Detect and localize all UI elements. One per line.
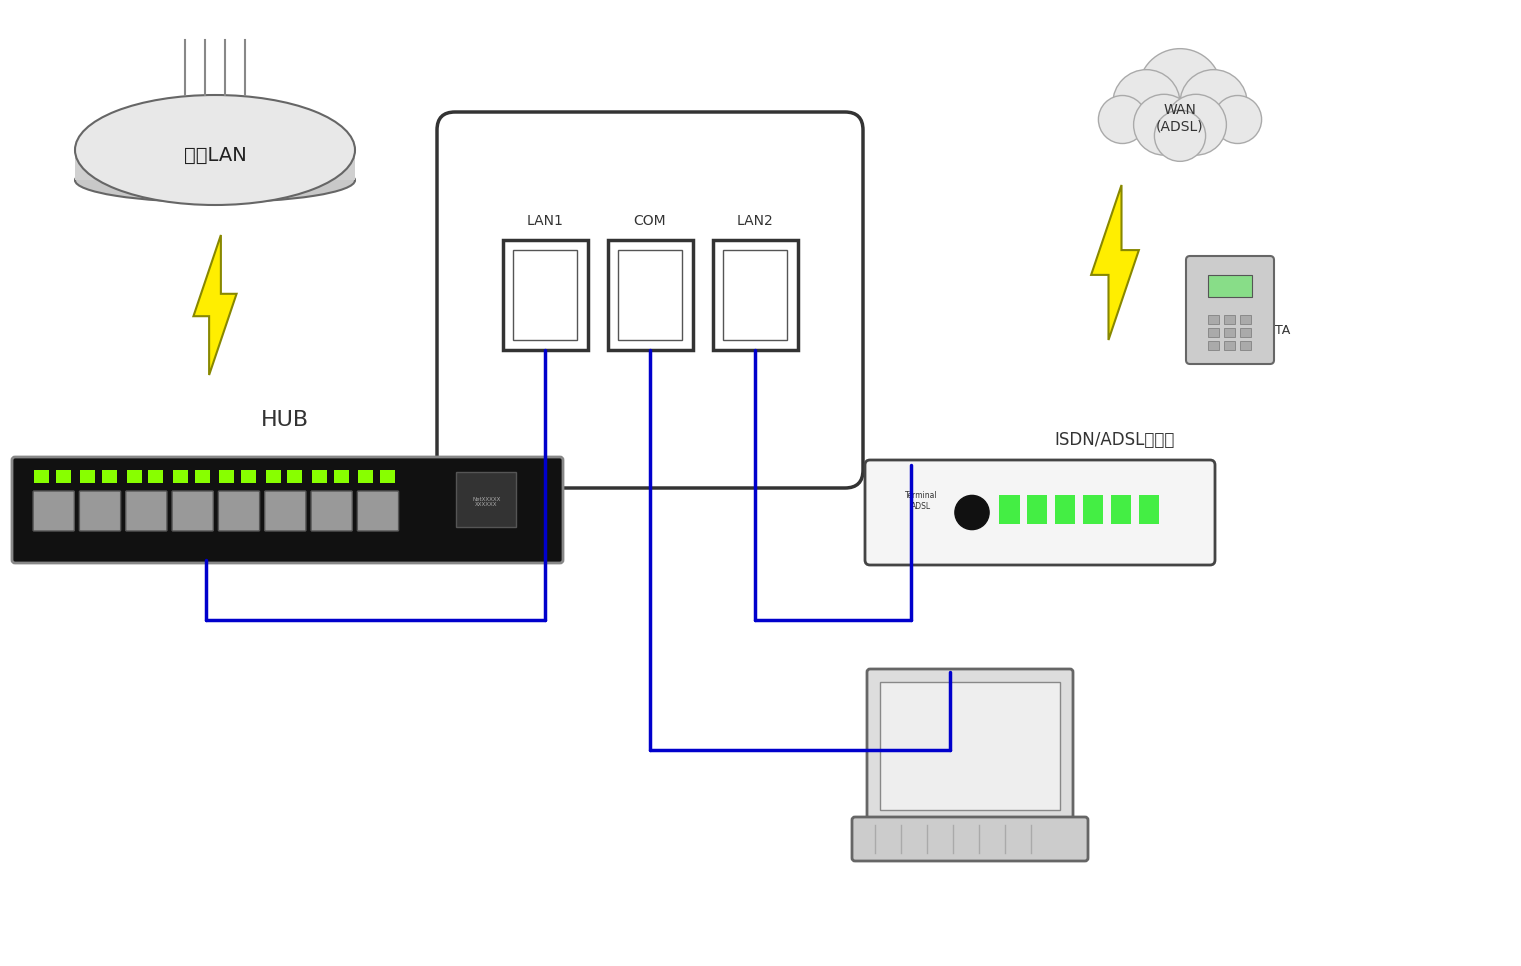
Bar [1056, 496, 1075, 524]
Ellipse shape [75, 95, 354, 205]
Circle shape [1138, 48, 1221, 131]
FancyBboxPatch shape [1186, 256, 1275, 364]
FancyBboxPatch shape [867, 669, 1072, 823]
Bar [1240, 328, 1250, 337]
Bar [266, 470, 280, 483]
Circle shape [1133, 95, 1194, 156]
Bar [456, 472, 517, 527]
FancyBboxPatch shape [75, 150, 354, 181]
Bar [56, 470, 70, 483]
Bar [513, 250, 578, 340]
Text: Terminal
ADSL: Terminal ADSL [905, 492, 937, 511]
FancyBboxPatch shape [852, 817, 1088, 861]
FancyBboxPatch shape [12, 457, 563, 563]
Bar [126, 470, 141, 483]
Text: ISDN/ADSLモデム: ISDN/ADSLモデム [1054, 431, 1176, 449]
Bar [1110, 496, 1132, 524]
Circle shape [1214, 96, 1261, 144]
Bar [173, 470, 189, 483]
FancyBboxPatch shape [219, 491, 260, 531]
Ellipse shape [75, 158, 354, 202]
Text: NetXXXXX
XXXXXX: NetXXXXX XXXXXX [472, 497, 500, 507]
Bar [999, 496, 1019, 524]
Bar [1208, 341, 1218, 350]
Bar [1083, 496, 1103, 524]
Bar [881, 682, 1060, 810]
FancyBboxPatch shape [172, 491, 213, 531]
Bar [102, 470, 117, 483]
Text: LAN2: LAN2 [736, 214, 773, 228]
Bar [1240, 315, 1250, 324]
FancyBboxPatch shape [265, 491, 306, 531]
Text: 社内LAN: 社内LAN [184, 146, 246, 165]
Bar [1208, 328, 1218, 337]
Bar [502, 240, 587, 350]
Bar [33, 470, 49, 483]
FancyBboxPatch shape [79, 491, 120, 531]
Bar [618, 250, 683, 340]
Polygon shape [1091, 185, 1139, 340]
FancyBboxPatch shape [865, 460, 1215, 565]
Polygon shape [193, 235, 237, 375]
Bar [1027, 496, 1048, 524]
Bar [1208, 315, 1218, 324]
Circle shape [1154, 110, 1206, 161]
Text: TA: TA [1275, 324, 1290, 336]
FancyBboxPatch shape [357, 491, 399, 531]
Text: WAN
(ADSL): WAN (ADSL) [1156, 103, 1203, 133]
Bar [607, 240, 692, 350]
Bar [312, 470, 327, 483]
Bar [195, 470, 210, 483]
FancyBboxPatch shape [437, 112, 862, 488]
Bar [1240, 341, 1250, 350]
Bar [219, 470, 234, 483]
Bar [287, 470, 303, 483]
Text: LAN1: LAN1 [526, 214, 563, 228]
Bar [149, 470, 163, 483]
Circle shape [1098, 96, 1147, 144]
Bar [722, 250, 788, 340]
FancyBboxPatch shape [33, 491, 75, 531]
Bar [1139, 496, 1159, 524]
Text: HUB: HUB [262, 410, 309, 430]
Bar [359, 470, 373, 483]
Bar [380, 470, 395, 483]
Bar [1223, 328, 1235, 337]
FancyBboxPatch shape [126, 491, 167, 531]
Circle shape [1113, 70, 1180, 137]
FancyBboxPatch shape [310, 491, 353, 531]
Circle shape [1165, 95, 1226, 156]
Bar [1223, 315, 1235, 324]
Circle shape [955, 496, 989, 529]
Bar [333, 470, 348, 483]
Text: COM: COM [634, 214, 666, 228]
Bar [1223, 341, 1235, 350]
Bar [1208, 275, 1252, 297]
Circle shape [1180, 70, 1247, 137]
Bar [240, 470, 256, 483]
Bar [712, 240, 797, 350]
Bar [81, 470, 96, 483]
